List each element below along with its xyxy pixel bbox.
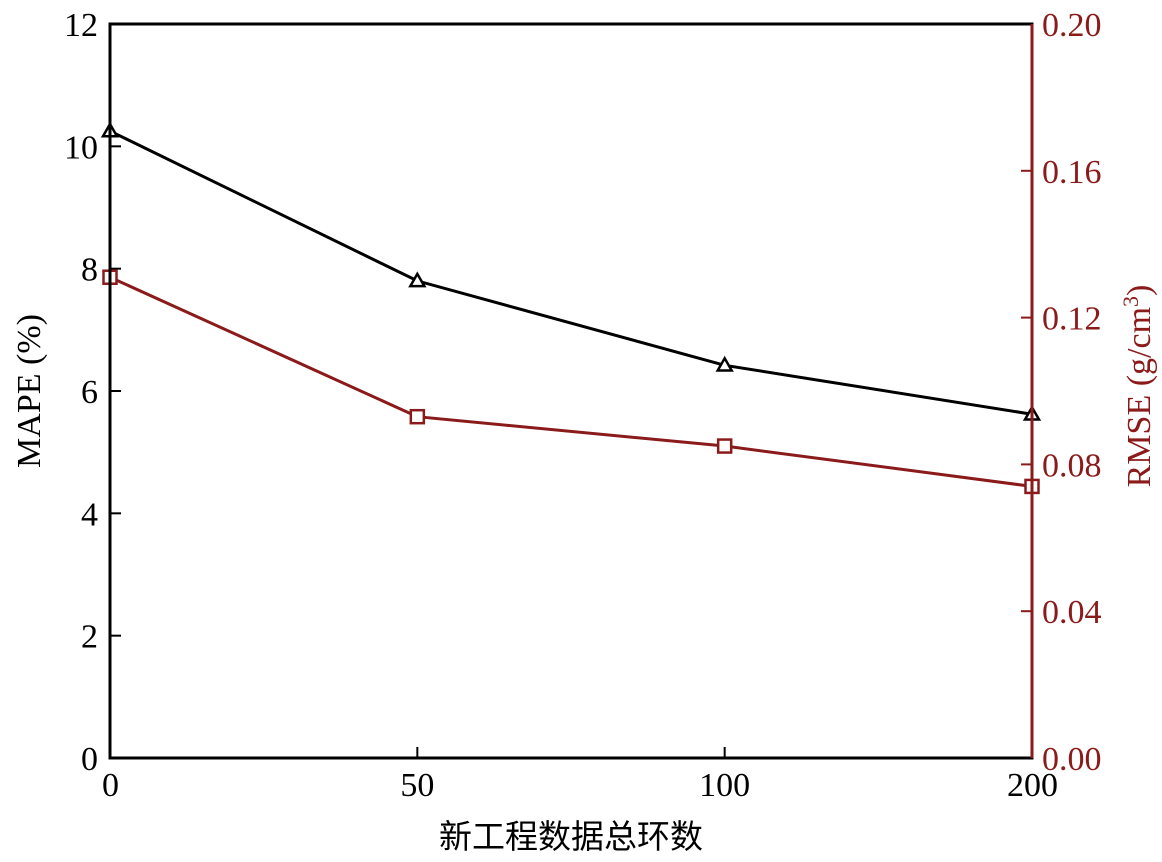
tick-group: 0 2 4 6 8 10 12 0.00 0.04 0.08 0.12 0.16 0.20 0 50 100 2…	[64, 7, 1102, 804]
right-axis-tick-label: 0.00	[1042, 741, 1102, 778]
left-axis-tick-label: 2	[81, 619, 98, 656]
right-axis-tick-label: 0.08	[1042, 447, 1102, 484]
triangle-data-point	[715, 355, 734, 372]
x-axis-tick-label: 50	[400, 767, 434, 804]
right-axis-tick-label: 0.16	[1042, 154, 1102, 191]
right-axis-tick-label: 0.12	[1042, 301, 1102, 338]
right-axis-tick-label: 0.20	[1042, 7, 1102, 44]
square-data-point	[409, 408, 426, 425]
axis-labels: 新工程数据总环数 MAPE (%) RMSE (g/cm3)	[11, 285, 1158, 856]
right-axis-label-superscript: 3	[1118, 296, 1143, 307]
series-line-square	[109, 275, 1033, 488]
right-axis-label-main: RMSE (g/cm	[1121, 307, 1158, 487]
left-axis-tick-label: 8	[81, 252, 98, 289]
x-axis-tick-label: 100	[699, 767, 750, 804]
square-data-point	[716, 438, 733, 454]
right-axis-label: RMSE (g/cm3)	[1118, 285, 1159, 488]
left-axis-tick-label: 6	[81, 374, 98, 411]
triangle-data-point	[408, 271, 427, 288]
left-axis-label: MAPE (%)	[11, 314, 48, 468]
right-axis-tick-label: 0.04	[1042, 594, 1102, 631]
series-line-triangle	[109, 129, 1033, 416]
left-axis-tick-label: 10	[64, 129, 98, 166]
x-axis-label: 新工程数据总环数	[439, 817, 703, 856]
left-axis-tick-label: 4	[81, 496, 98, 533]
series-group	[100, 121, 1042, 495]
x-axis-tick-label: 0	[102, 767, 119, 804]
left-axis-tick-label: 0	[81, 741, 98, 778]
right-axis-label-close: )	[1121, 285, 1158, 296]
left-axis-tick-label: 12	[64, 7, 98, 44]
x-axis-tick-label: 200	[1007, 767, 1058, 804]
